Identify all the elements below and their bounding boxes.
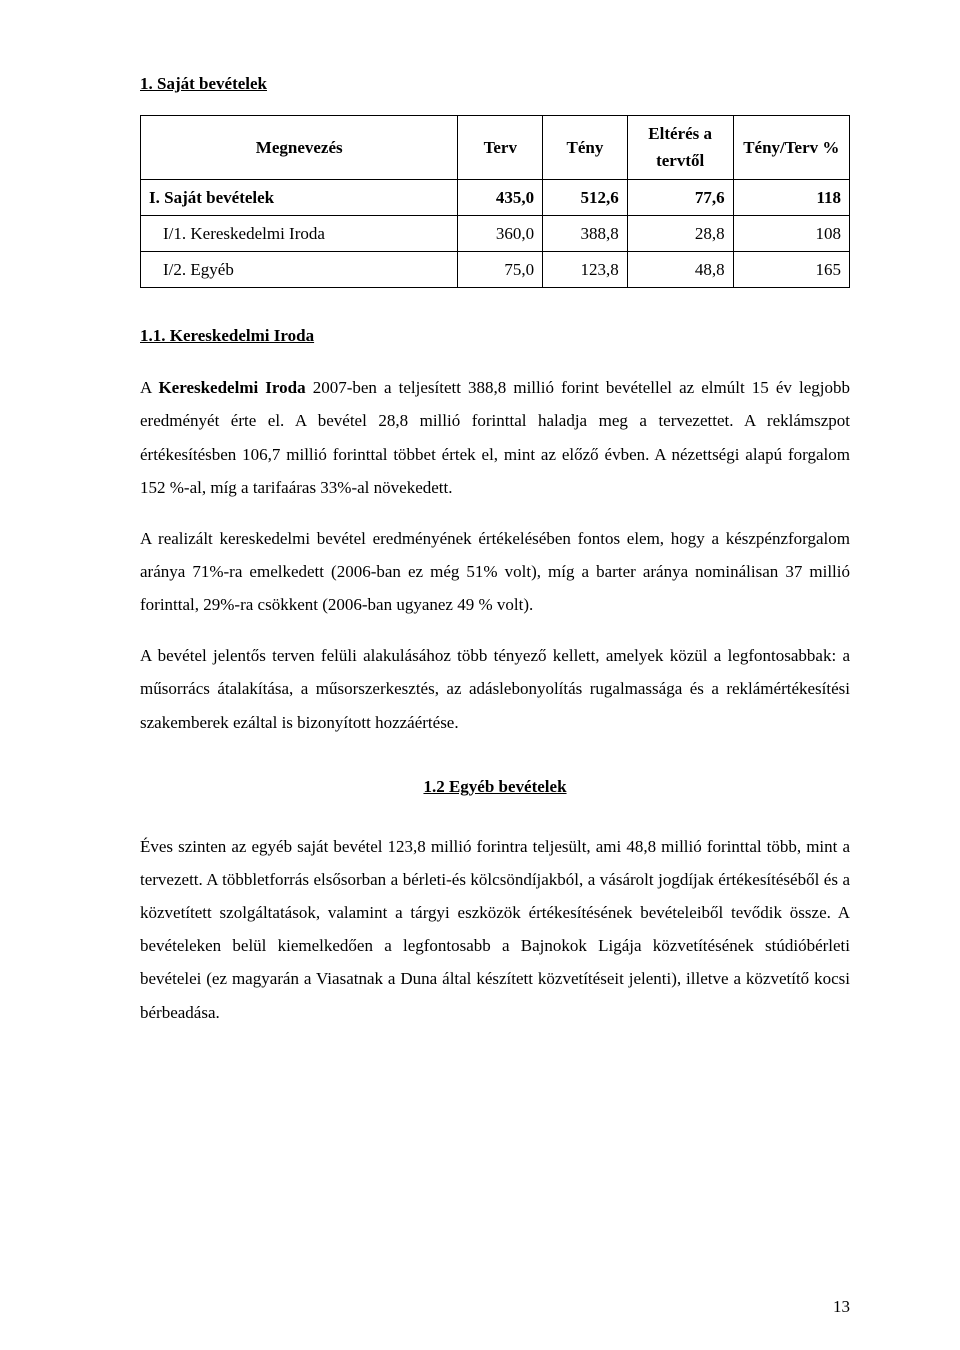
cell-label: I. Saját bevételek bbox=[141, 179, 458, 215]
cell-elteres: 28,8 bbox=[627, 215, 733, 251]
paragraph: Éves szinten az egyéb saját bevétel 123,… bbox=[140, 830, 850, 1029]
paragraph: A bevétel jelentős terven felüli alakulá… bbox=[140, 639, 850, 738]
table-row: I. Saját bevételek 435,0 512,6 77,6 118 bbox=[141, 179, 850, 215]
paragraph: A Kereskedelmi Iroda 2007-ben a teljesít… bbox=[140, 371, 850, 504]
cell-label: I/1. Kereskedelmi Iroda bbox=[141, 215, 458, 251]
subsection-2-title: 1.2 Egyéb bevételek bbox=[140, 773, 850, 800]
document-page: 1. Saját bevételek Megnevezés Terv Tény … bbox=[0, 0, 960, 1350]
table-row: I/2. Egyéb 75,0 123,8 48,8 165 bbox=[141, 251, 850, 287]
section-title-text: 1. Saját bevételek bbox=[140, 74, 267, 93]
paragraph: A realizált kereskedelmi bevétel eredmén… bbox=[140, 522, 850, 621]
cell-elteres: 77,6 bbox=[627, 179, 733, 215]
cell-arany: 118 bbox=[733, 179, 849, 215]
col-teny: Tény bbox=[543, 116, 628, 179]
cell-arany: 108 bbox=[733, 215, 849, 251]
cell-terv: 75,0 bbox=[458, 251, 543, 287]
cell-teny: 388,8 bbox=[543, 215, 628, 251]
col-megnevezes: Megnevezés bbox=[141, 116, 458, 179]
revenue-table: Megnevezés Terv Tény Eltérés a tervtől T… bbox=[140, 115, 850, 288]
subsection-1-title: 1.1. Kereskedelmi Iroda bbox=[140, 322, 850, 349]
cell-terv: 435,0 bbox=[458, 179, 543, 215]
page-number: 13 bbox=[833, 1293, 850, 1320]
table-header-row: Megnevezés Terv Tény Eltérés a tervtől T… bbox=[141, 116, 850, 179]
col-elteres: Eltérés a tervtől bbox=[627, 116, 733, 179]
cell-elteres: 48,8 bbox=[627, 251, 733, 287]
col-terv: Terv bbox=[458, 116, 543, 179]
section-title: 1. Saját bevételek bbox=[140, 70, 850, 97]
cell-teny: 512,6 bbox=[543, 179, 628, 215]
cell-arany: 165 bbox=[733, 251, 849, 287]
cell-teny: 123,8 bbox=[543, 251, 628, 287]
col-arany: Tény/Terv % bbox=[733, 116, 849, 179]
cell-terv: 360,0 bbox=[458, 215, 543, 251]
para1-strong: Kereskedelmi Iroda bbox=[158, 378, 305, 397]
cell-label: I/2. Egyéb bbox=[141, 251, 458, 287]
table-row: I/1. Kereskedelmi Iroda 360,0 388,8 28,8… bbox=[141, 215, 850, 251]
para1-run1: A bbox=[140, 378, 158, 397]
